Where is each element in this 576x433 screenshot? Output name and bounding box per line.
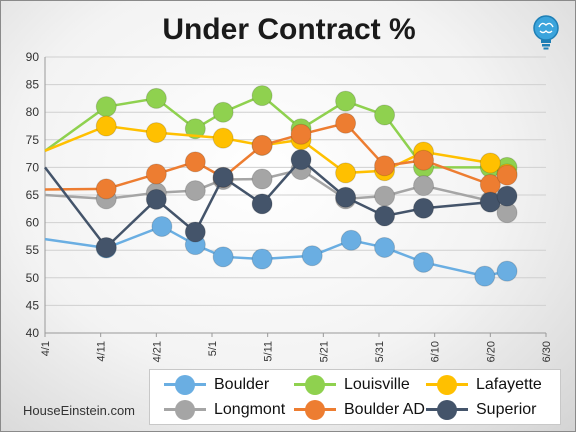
data-point-louisville (374, 104, 396, 126)
legend-item-boulder-ad: Boulder AD (294, 400, 425, 420)
data-point-louisville (335, 90, 357, 112)
y-tick-labels: 40 45 50 55 60 65 70 75 80 85 90 (26, 50, 40, 340)
legend-label: Louisville (344, 376, 410, 393)
series-superior (44, 149, 518, 258)
data-point-superior (496, 185, 518, 207)
data-point-boulder (374, 236, 396, 258)
x-tick-label: 4/11 (96, 341, 108, 362)
data-point-lafayette (145, 122, 167, 144)
data-point-boulder-ad (184, 151, 206, 173)
legend-item-longmont: Longmont (164, 400, 285, 420)
data-point-louisville (95, 96, 117, 118)
data-point-boulder (251, 248, 273, 270)
data-point-longmont (251, 168, 273, 190)
legend-label: Superior (476, 401, 537, 418)
data-point-superior (413, 197, 435, 219)
chart-title: Under Contract % (162, 13, 416, 46)
data-point-superior (145, 188, 167, 210)
y-tick-label: 90 (26, 50, 40, 64)
legend-item-boulder: Boulder (164, 375, 269, 395)
legend-label: Boulder (214, 376, 270, 393)
data-point-louisville (145, 87, 167, 109)
legend-swatch (294, 400, 336, 420)
x-tick-label: 5/1 (207, 341, 219, 356)
x-tick-label: 6/10 (430, 341, 442, 362)
data-point-lafayette (335, 162, 357, 184)
data-point-louisville (212, 101, 234, 123)
data-point-boulder (301, 245, 323, 267)
x-tick-label: 6/30 (541, 341, 553, 362)
legend-swatch (294, 375, 336, 395)
data-point-superior (335, 186, 357, 208)
y-tick-label: 50 (26, 271, 40, 285)
y-tick-label: 45 (26, 298, 40, 312)
data-point-boulder-ad (374, 155, 396, 177)
legend-swatch (164, 400, 206, 420)
y-tick-label: 55 (26, 243, 40, 257)
series-louisville (44, 85, 518, 178)
y-tick-label: 75 (26, 133, 40, 147)
legend-swatch (164, 375, 206, 395)
data-point-boulder (496, 260, 518, 282)
data-point-superior (95, 236, 117, 258)
data-point-lafayette (479, 152, 501, 174)
data-point-boulder-ad (95, 178, 117, 200)
data-point-longmont (413, 175, 435, 197)
data-point-boulder (474, 265, 496, 287)
lightbulb-brain-icon (533, 15, 559, 50)
data-point-louisville (184, 118, 206, 140)
legend-label: Longmont (214, 401, 286, 418)
data-point-lafayette (212, 127, 234, 149)
series-line-boulder-ad (44, 121, 508, 191)
series-layer (44, 85, 518, 287)
data-point-boulder (340, 229, 362, 251)
data-point-louisville (251, 85, 273, 107)
x-tick-labels: 4/1 4/11 4/21 5/1 5/11 5/21 5/31 6/10 6/20 6/30 (40, 333, 553, 362)
y-tick-label: 40 (26, 326, 40, 340)
legend-label: Boulder AD (344, 401, 425, 418)
data-point-boulder (212, 246, 234, 268)
data-point-superior (251, 193, 273, 215)
data-point-superior (212, 166, 234, 188)
legend-item-louisville: Louisville (294, 375, 410, 395)
data-point-boulder (413, 251, 435, 273)
data-point-longmont (374, 185, 396, 207)
gridlines (44, 56, 546, 334)
y-tick-label: 60 (26, 216, 40, 230)
series-line-superior (44, 157, 508, 250)
legend-swatch (426, 375, 468, 395)
data-point-boulder (151, 215, 173, 237)
data-point-boulder-ad (290, 123, 312, 145)
x-tick-label: 6/20 (485, 341, 497, 362)
x-tick-label: 4/1 (40, 341, 52, 356)
data-point-superior (184, 221, 206, 243)
data-point-boulder-ad (251, 134, 273, 156)
x-tick-label: 5/31 (374, 341, 386, 362)
legend-item-superior: Superior (426, 400, 536, 420)
legend-swatch (426, 400, 468, 420)
legend-label: Lafayette (476, 376, 542, 393)
legend-item-lafayette: Lafayette (426, 375, 542, 395)
y-tick-label: 85 (26, 78, 40, 92)
data-point-boulder-ad (145, 163, 167, 185)
site-credit: HouseEinstein.com (23, 403, 135, 418)
data-point-lafayette (95, 115, 117, 137)
data-point-superior (290, 149, 312, 171)
y-tick-label: 70 (26, 160, 40, 174)
data-point-boulder-ad (335, 112, 357, 134)
data-point-boulder-ad (496, 164, 518, 186)
y-tick-label: 65 (26, 188, 40, 202)
data-point-longmont (184, 180, 206, 202)
data-point-superior (374, 205, 396, 227)
x-tick-label: 5/11 (263, 341, 275, 362)
x-tick-label: 5/21 (318, 341, 330, 362)
x-tick-label: 4/21 (151, 341, 163, 362)
data-point-boulder-ad (413, 149, 435, 171)
chart-legend: Boulder Louisville Lafayette Longmont Boulde… (149, 369, 561, 425)
series-boulder-ad (44, 112, 518, 200)
y-tick-label: 80 (26, 105, 40, 119)
